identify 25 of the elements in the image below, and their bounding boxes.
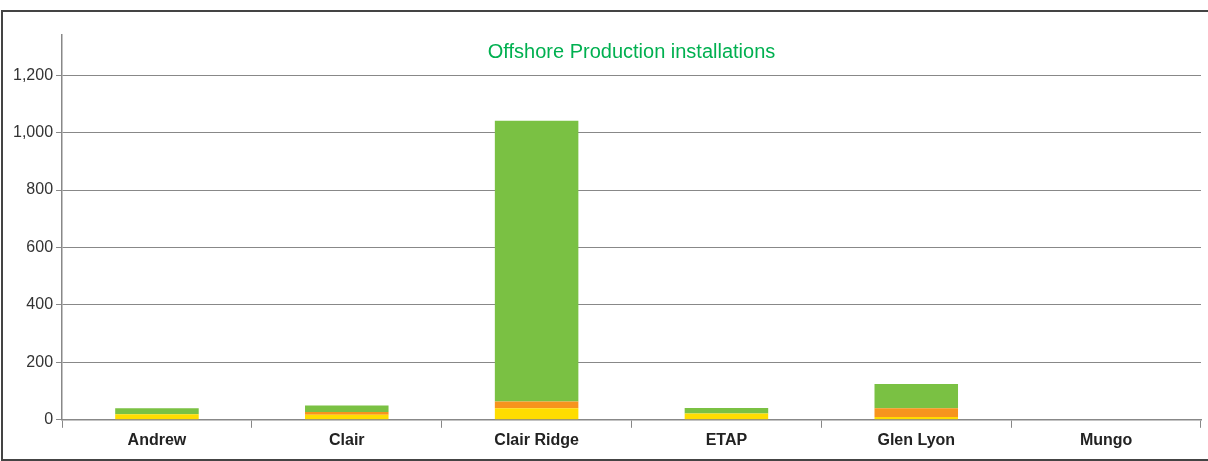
bar xyxy=(494,120,579,402)
x-tick-label: Mungo xyxy=(1079,430,1133,448)
bar xyxy=(684,408,769,414)
x-tick-label: Clair Ridge xyxy=(494,430,579,448)
x-tick-label: Glen Lyon xyxy=(877,430,956,448)
y-tick-label: 400 xyxy=(26,295,54,313)
bar xyxy=(684,413,769,420)
bar xyxy=(874,383,959,409)
chart-title: Offshore Production installations xyxy=(487,39,776,62)
y-tick-label: 200 xyxy=(26,352,54,370)
y-tick-label: 1,000 xyxy=(12,123,54,141)
bar xyxy=(494,401,579,409)
bar xyxy=(115,414,199,420)
bar xyxy=(305,412,389,415)
y-tick-label: 600 xyxy=(26,237,54,255)
bar xyxy=(115,408,199,415)
x-tick-label: Clair xyxy=(328,430,365,448)
bar xyxy=(494,408,579,420)
x-tick-label: ETAP xyxy=(705,430,748,448)
y-tick-label: 800 xyxy=(26,180,54,198)
bar xyxy=(874,408,959,417)
bar xyxy=(305,405,389,413)
y-tick-label: 1,200 xyxy=(12,65,54,83)
y-tick-label: 0 xyxy=(44,410,54,428)
x-tick-label: Andrew xyxy=(127,430,187,448)
